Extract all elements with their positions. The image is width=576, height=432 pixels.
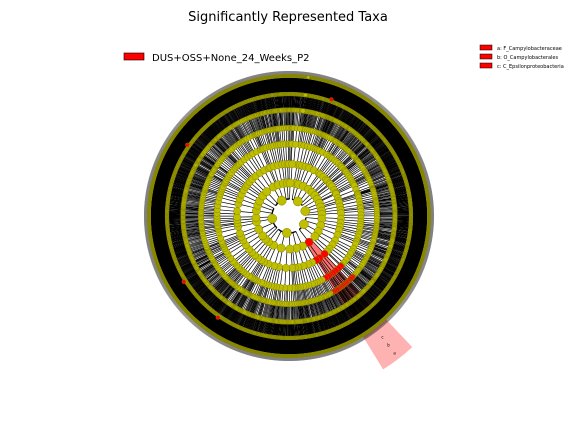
class-legend-swatch [123,52,145,61]
class-legend: DUS+OSS+None_24_Weeks_P2 [123,52,310,64]
taxa-legend-label-c: c: C_Epsilonproteobacteria [497,64,564,70]
taxa-legend-swatch-b [479,53,493,60]
chart-title: Significantly Represented Taxa [188,10,388,25]
taxa-legend-label-a: a: F_Campylobacteraceae [497,46,562,52]
highlight-label-band [364,320,413,370]
class-legend-label: DUS+OSS+None_24_Weeks_P2 [152,53,310,64]
taxa-legend-label-b: b: O_Campylobacterales [497,55,558,61]
taxa-legend-swatch-a [479,44,493,51]
taxa-legend-swatch-c [479,62,493,69]
cladogram-tree: cba [143,70,435,370]
taxa-legend: a: F_Campylobacteraceae b: O_Campylobact… [479,44,564,70]
